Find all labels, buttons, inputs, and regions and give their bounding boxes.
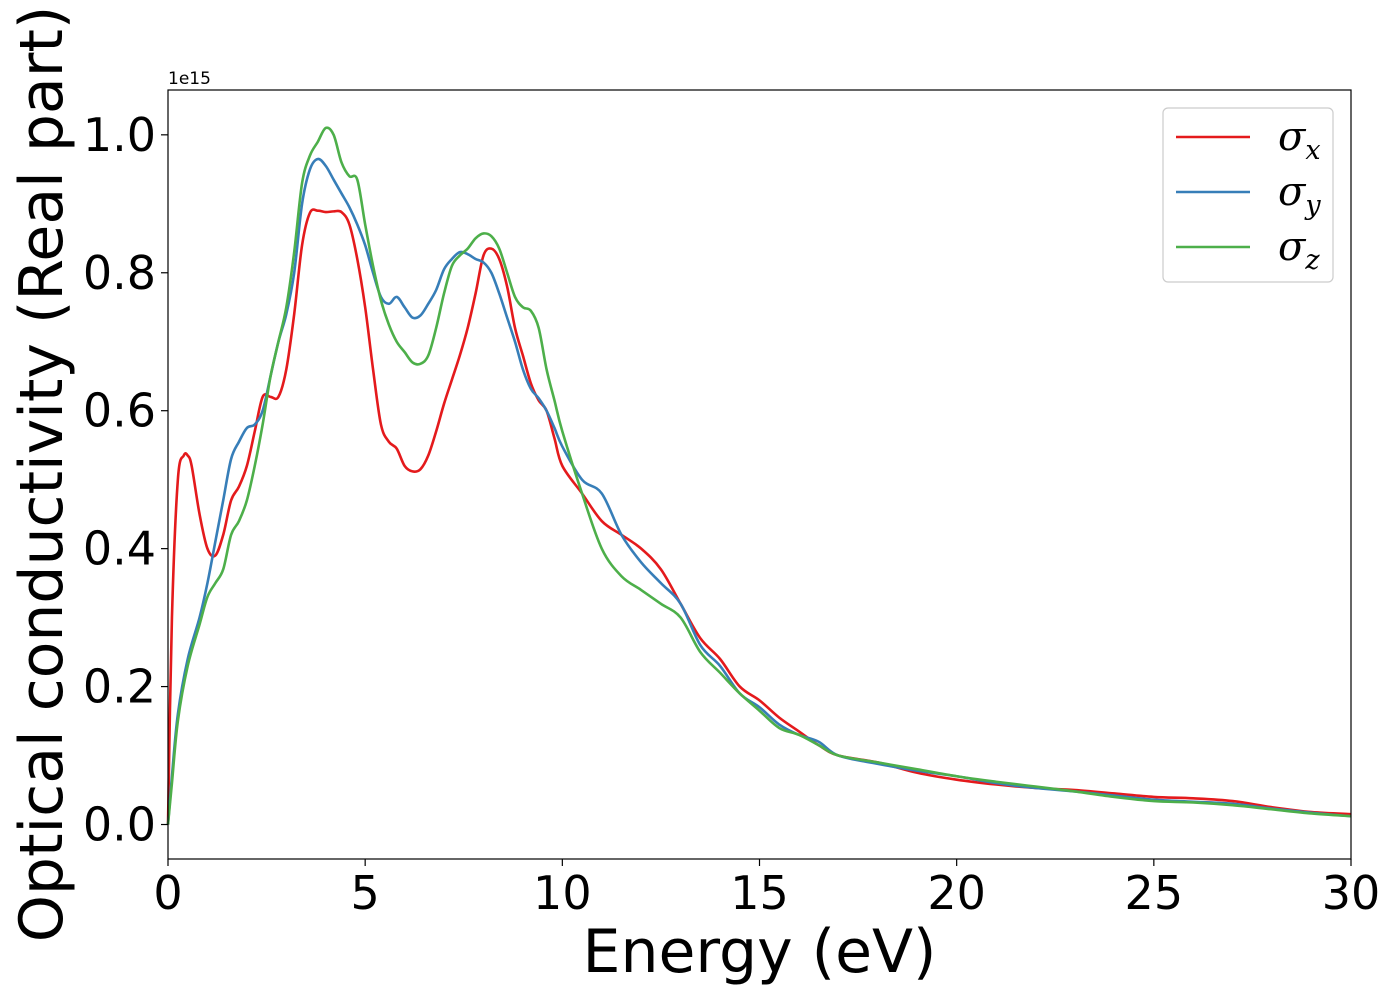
y-tick-label: 0.6 [83, 384, 156, 438]
legend-symbol: σ [1278, 169, 1307, 215]
x-tick-label: 10 [533, 866, 592, 920]
x-tick-label: 20 [927, 866, 986, 920]
y-tick-label: 0.0 [83, 798, 156, 852]
legend-label-sigma-x: σx [1278, 114, 1321, 166]
legend-subscript: y [1304, 190, 1321, 221]
x-tick-label: 25 [1125, 866, 1184, 920]
x-axis: 0 5 10 15 20 25 30 [153, 859, 1380, 920]
legend-symbol: σ [1278, 224, 1307, 270]
series-lines [166, 126, 1352, 825]
y-tick-label: 0.2 [83, 660, 156, 714]
legend-frame [1162, 107, 1334, 283]
legend-label-sigma-z: σz [1278, 224, 1320, 276]
x-tick-label: 5 [351, 866, 380, 920]
y-axis-label: Optical conductivity (Real part) [7, 6, 77, 943]
x-tick-label: 0 [153, 866, 182, 920]
legend-subscript: x [1305, 135, 1320, 166]
legend-label-sigma-y: σy [1278, 169, 1321, 221]
legend-subscript: z [1304, 245, 1320, 276]
x-tick-label: 15 [730, 866, 789, 920]
y-offset-label: 1e15 [168, 69, 211, 89]
y-tick-label: 0.4 [83, 522, 156, 576]
x-axis-label: Energy (eV) [583, 917, 937, 987]
y-tick-label: 0.8 [83, 246, 156, 300]
x-tick-label: 30 [1322, 866, 1381, 920]
series-line-sigma-z [166, 126, 1352, 825]
y-tick-label: 1.0 [83, 108, 156, 162]
y-axis: 0.0 0.2 0.4 0.6 0.8 1.0 [83, 108, 168, 852]
legend-symbol: σ [1278, 114, 1307, 160]
